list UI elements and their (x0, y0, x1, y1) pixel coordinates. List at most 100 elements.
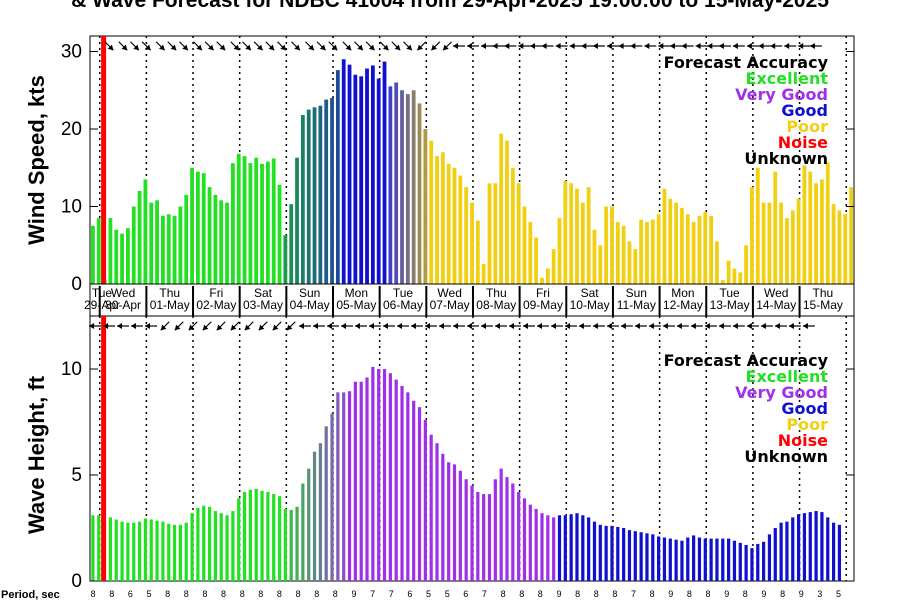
direction-arrow (327, 323, 339, 329)
bar (324, 99, 329, 284)
bar (394, 82, 399, 284)
direction-arrow (662, 323, 675, 329)
day-label: Tue (92, 286, 113, 300)
bar (814, 511, 818, 581)
bar (592, 521, 597, 581)
y-tick-label: 10 (61, 359, 82, 380)
bar (732, 540, 737, 581)
legend-item-poor: Poor (786, 415, 828, 434)
bar (557, 515, 562, 581)
bar (201, 173, 206, 284)
period-value: 8 (501, 589, 506, 599)
bar (149, 519, 153, 581)
direction-arrow (453, 323, 465, 329)
period-value: 8 (575, 589, 580, 599)
period-value: 8 (743, 589, 748, 599)
day-label: Tue (719, 286, 740, 300)
bar (738, 542, 742, 581)
period-value: 8 (109, 589, 114, 599)
bar (347, 391, 352, 581)
bar (692, 535, 696, 581)
bar (470, 485, 474, 581)
direction-arrow (117, 323, 129, 329)
direction-arrow (481, 323, 493, 329)
direction-arrow (244, 321, 254, 331)
bar (400, 385, 404, 581)
bar (528, 504, 532, 581)
bar (353, 381, 357, 581)
bar (785, 218, 789, 285)
bar (662, 188, 667, 284)
y-tick-label: 5 (71, 465, 82, 486)
direction-arrow (299, 323, 311, 329)
direction-arrow (555, 43, 568, 49)
bar (394, 379, 398, 581)
period-value: 8 (221, 589, 226, 599)
direction-arrow (658, 43, 671, 49)
period-value: 8 (165, 589, 170, 599)
direction-arrow (695, 43, 708, 49)
day-label: Mon (671, 286, 694, 300)
day-label: Tue (393, 286, 414, 300)
bar (225, 515, 229, 581)
direction-arrow (277, 41, 287, 51)
direction-arrow (430, 41, 441, 51)
bar (161, 521, 165, 581)
direction-arrow (202, 321, 212, 331)
bar (301, 483, 305, 581)
bar (756, 543, 760, 581)
bar (120, 521, 124, 581)
bar (645, 222, 649, 284)
bar (411, 90, 416, 284)
direction-arrow (265, 41, 275, 51)
direction-arrow (634, 323, 647, 329)
bar (166, 214, 171, 284)
direction-arrow (316, 41, 326, 51)
direction-arrow (272, 321, 282, 331)
bar (242, 491, 247, 581)
bar (721, 538, 725, 581)
bar (796, 198, 801, 284)
bar (300, 115, 305, 284)
bar (820, 512, 824, 581)
bar (126, 522, 130, 581)
bar (493, 183, 498, 284)
date-label: 04-May (290, 298, 330, 312)
bar (510, 167, 515, 284)
bar (225, 202, 229, 285)
bar (622, 528, 626, 581)
bar (546, 515, 550, 581)
bar (382, 369, 387, 581)
bar (377, 369, 381, 581)
bar (481, 263, 486, 284)
wind-y-axis-label: Wind Speed, kts (24, 75, 49, 245)
bar (341, 59, 346, 284)
bar (727, 538, 731, 581)
bar (330, 98, 334, 284)
bar (184, 522, 188, 581)
legend-item-noise: Noise (778, 133, 828, 152)
period-value: 8 (780, 589, 785, 599)
period-values: 8 8 6 5 8 8 8 8 8 8 8 8 8 8 9 7 7 6 5 5 6 7 8 8 8 9 8 8 8 7 8 9 8 8 9 8 9 8 9 3… (91, 589, 841, 599)
bar (213, 511, 217, 581)
bar (359, 381, 363, 581)
bar (487, 494, 492, 581)
direction-arrow (104, 41, 114, 51)
bar (522, 498, 527, 581)
wave-direction-arrows (89, 321, 815, 331)
direction-arrow (258, 321, 268, 331)
bar (639, 532, 643, 581)
bar (750, 548, 754, 581)
period-value: 8 (296, 589, 301, 599)
bar (557, 218, 562, 285)
bar (645, 533, 649, 581)
bar (464, 479, 468, 581)
direction-arrow (492, 43, 505, 49)
period-value: 8 (594, 589, 599, 599)
bar (505, 140, 509, 285)
bar (458, 470, 462, 581)
bar (458, 175, 463, 284)
bar (790, 210, 795, 285)
